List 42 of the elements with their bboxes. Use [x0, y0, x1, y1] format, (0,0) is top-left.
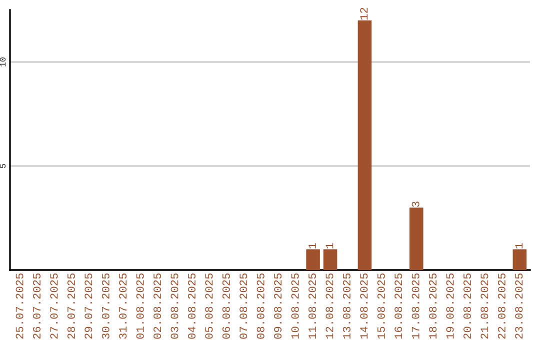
x-tick-label: 10.08.2025 [291, 273, 299, 339]
x-tick-label: 12.08.2025 [326, 273, 334, 339]
x-tick-label: 20.08.2025 [463, 273, 471, 339]
bar [358, 20, 372, 270]
x-tick-label: 15.08.2025 [377, 273, 385, 339]
bar [323, 249, 338, 270]
data-label: 1 [308, 243, 316, 248]
data-label: 12 [360, 8, 368, 20]
bar [512, 249, 527, 270]
data-label: 3 [412, 202, 420, 207]
x-tick-label: 27.07.2025 [50, 273, 58, 339]
x-tick-label: 17.08.2025 [412, 273, 420, 339]
x-tick-label: 30.07.2025 [102, 273, 110, 339]
x-tick-label: 26.07.2025 [32, 273, 41, 339]
x-tick-label: 19.08.2025 [446, 273, 454, 339]
x-tick-label: 04.08.2025 [188, 273, 196, 339]
x-tick-label: 08.08.2025 [256, 273, 264, 339]
x-tick-label: 06.08.2025 [222, 273, 230, 339]
x-tick-label: 31.07.2025 [119, 273, 127, 339]
x-tick-label: 16.08.2025 [394, 273, 402, 339]
data-label: 1 [515, 243, 523, 248]
x-tick-label: 07.08.2025 [240, 273, 248, 339]
bar [409, 208, 424, 270]
x-tick-label: 05.08.2025 [205, 273, 213, 339]
x-tick-label: 18.08.2025 [429, 273, 437, 339]
x-tick-label: 23.08.2025 [515, 273, 523, 339]
x-tick-label: 22.08.2025 [498, 273, 506, 339]
x-tick-label: 13.08.2025 [342, 273, 350, 339]
x-tick-label: 11.08.2025 [308, 273, 316, 339]
x-tick-label: 21.08.2025 [480, 273, 488, 339]
x-tick-label: 02.08.2025 [154, 273, 162, 339]
y-tick-label: 5 [0, 164, 6, 168]
x-tick-label: 01.08.2025 [136, 273, 144, 339]
x-tick-label: 28.07.2025 [67, 273, 75, 339]
x-tick-label: 03.08.2025 [170, 273, 178, 339]
bar [306, 249, 320, 270]
x-tick-label: 25.07.2025 [16, 273, 24, 339]
data-label: 1 [326, 243, 334, 248]
y-tick-label: 10 [0, 58, 6, 66]
x-tick-label: 29.07.2025 [84, 273, 92, 339]
x-tick-label: 14.08.2025 [360, 273, 368, 339]
x-tick-label: 09.08.2025 [274, 273, 282, 339]
